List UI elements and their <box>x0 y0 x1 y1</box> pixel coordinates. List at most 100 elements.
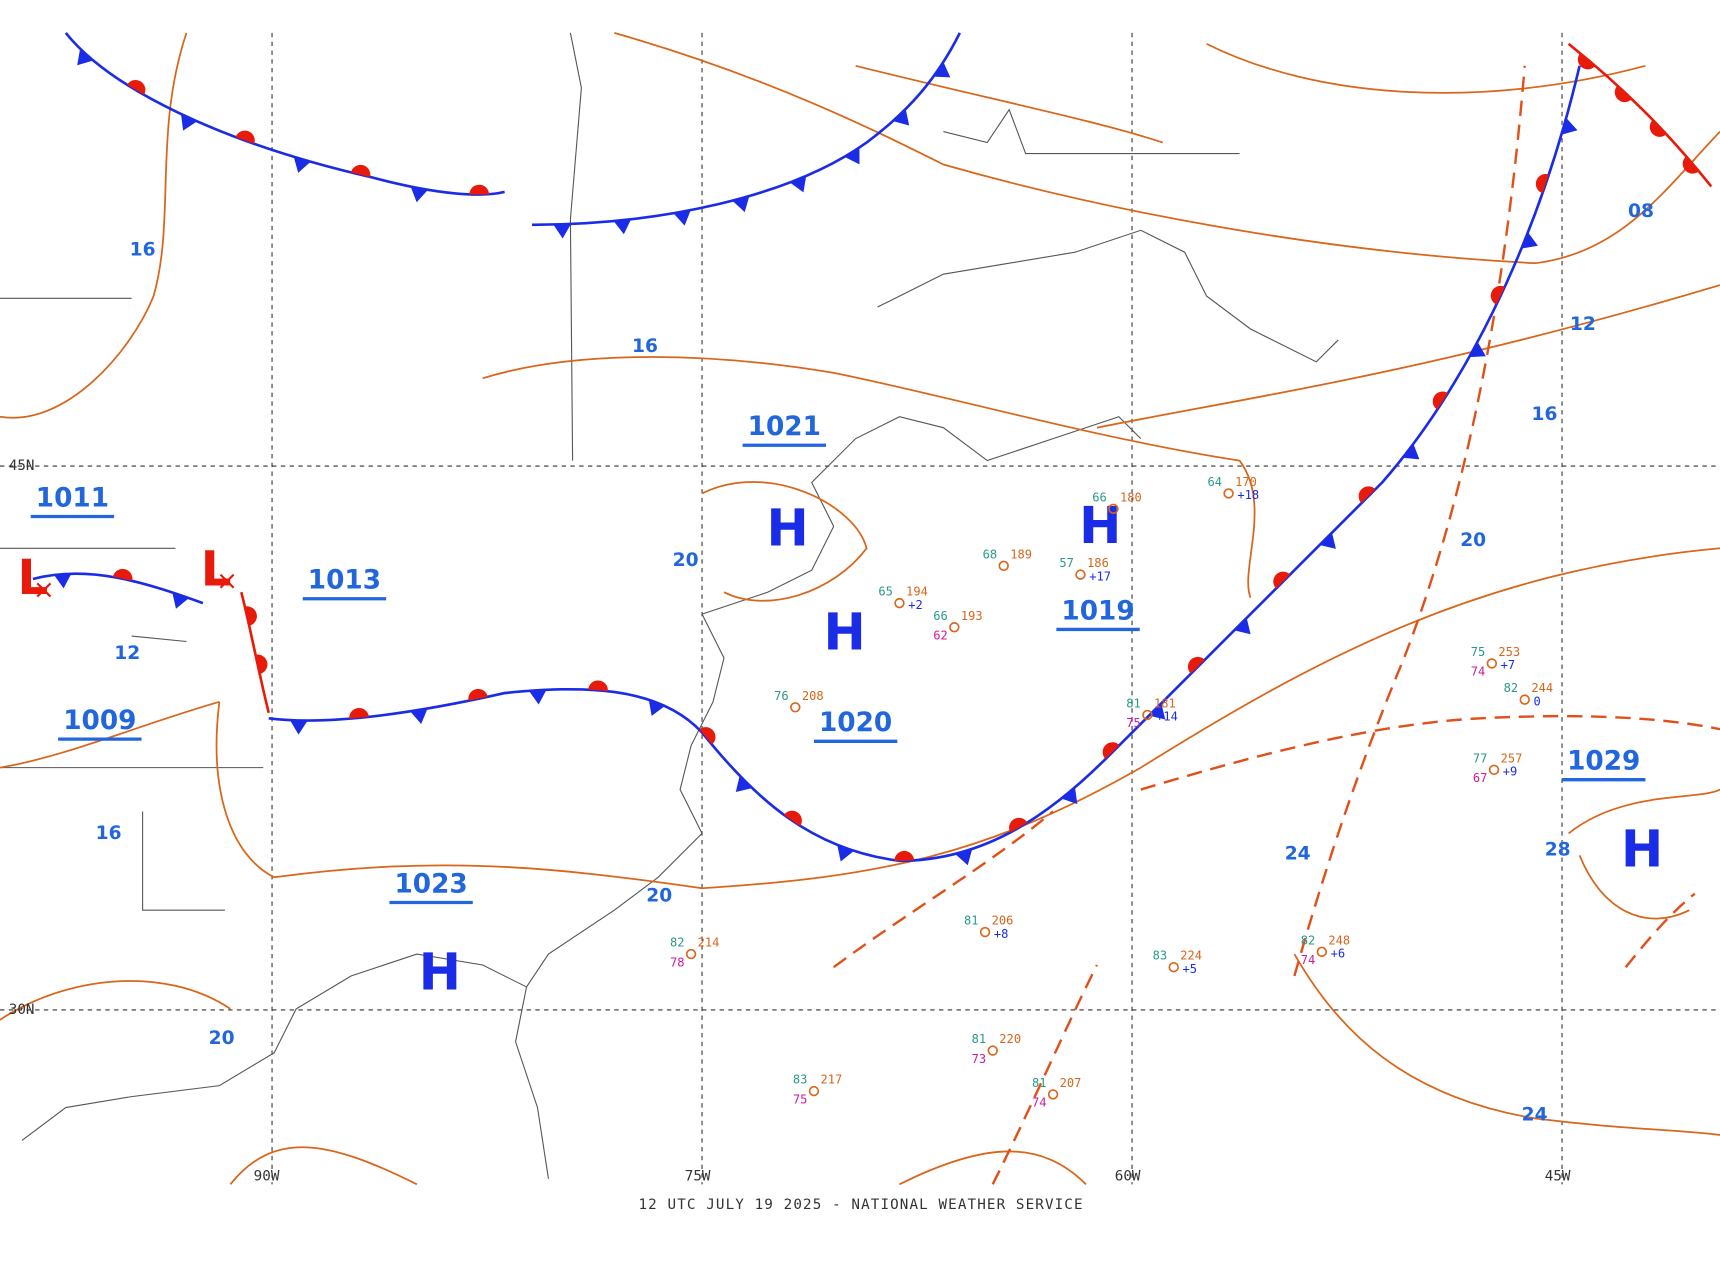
station-tendency: +7 <box>1501 658 1516 672</box>
station-pressure: 217 <box>821 1073 843 1087</box>
trough <box>832 810 1054 969</box>
isobar <box>1140 547 1720 769</box>
isobar <box>1568 788 1720 835</box>
high-center: H <box>766 498 808 557</box>
high-center: H <box>824 603 866 662</box>
front-semicircle <box>235 130 255 144</box>
front-triangle <box>1234 617 1251 635</box>
front-triangle <box>410 186 428 203</box>
longitude-label: 60W <box>1115 1169 1141 1185</box>
front-semicircle <box>1649 119 1667 137</box>
station-temp: 83 <box>1153 949 1168 963</box>
front-triangle <box>181 114 198 131</box>
station-circle <box>979 926 991 938</box>
station-dewpoint: 78 <box>670 955 685 969</box>
station-circle <box>790 702 801 713</box>
station-pressure: 208 <box>802 689 824 703</box>
station-temp: 82 <box>670 936 685 950</box>
isobar <box>482 356 1256 598</box>
isobar <box>1096 284 1720 429</box>
station-temp: 75 <box>1471 645 1486 659</box>
station-circle <box>1488 764 1500 776</box>
front-triangle <box>732 196 750 213</box>
front-semicircle <box>699 727 716 745</box>
front-triangle <box>410 708 428 724</box>
front-triangle <box>837 845 854 862</box>
trough <box>1293 65 1526 977</box>
front-triangle <box>673 210 691 226</box>
front-semicircle <box>1577 53 1596 70</box>
front-triangle <box>77 48 94 66</box>
station-tendency: +5 <box>1183 962 1198 976</box>
front-semicircle <box>894 850 915 862</box>
front-semicircle <box>1102 742 1120 760</box>
station-pressure: 189 <box>1010 547 1032 561</box>
station-tendency: +18 <box>1237 488 1259 502</box>
station-pressure: 206 <box>992 914 1014 928</box>
station-circle <box>1519 694 1530 705</box>
station-circle <box>1108 503 1119 515</box>
station-pressure: 253 <box>1498 645 1520 659</box>
isobar <box>614 32 1720 265</box>
isobar-label: 20 <box>646 885 672 906</box>
station-pressure: 194 <box>906 585 928 599</box>
isobar <box>1293 953 1720 1136</box>
station-tendency: +9 <box>1503 765 1518 779</box>
low-center: L <box>201 541 232 597</box>
central-pressure: 1019 <box>1061 596 1134 626</box>
stationary-front <box>64 32 505 196</box>
station-temp: 81 <box>1126 697 1141 711</box>
station-circle <box>1075 569 1086 580</box>
isobar <box>229 1146 418 1186</box>
station-circle <box>1486 658 1498 669</box>
station-temp: 81 <box>964 914 979 928</box>
coastline <box>701 416 1142 615</box>
isobar <box>0 980 231 1021</box>
high-center: H <box>1621 820 1663 879</box>
station-tendency: +17 <box>1089 569 1111 583</box>
station-tendency: +8 <box>994 927 1009 941</box>
station-circle <box>894 597 905 609</box>
station-dewpoint: 74 <box>1301 953 1316 967</box>
troughs <box>832 65 1720 1185</box>
station-pressure: 248 <box>1328 933 1350 947</box>
front-semicircle <box>588 680 608 692</box>
station-pressure: 180 <box>1120 490 1142 504</box>
low-mark <box>36 582 52 598</box>
isobar <box>1206 43 1646 94</box>
front-triangle <box>933 62 951 78</box>
front-semicircle <box>1490 285 1505 305</box>
front-triangle <box>290 720 308 735</box>
station-pressure: 181 <box>1154 697 1176 711</box>
low-center: L <box>18 550 49 606</box>
high-center: H <box>419 942 461 1001</box>
isobar <box>0 32 188 419</box>
front-triangle <box>553 223 571 239</box>
station-tendency: 0 <box>1534 694 1541 708</box>
front-triangle <box>1319 532 1336 549</box>
station-pressure: 170 <box>1235 475 1257 489</box>
front-semicircle <box>112 568 133 581</box>
isobar-label: 16 <box>96 823 122 844</box>
station-temp: 66 <box>1092 490 1107 504</box>
station-pressure: 224 <box>1180 949 1202 963</box>
station-dewpoint: 75 <box>793 1092 808 1106</box>
front-semicircle <box>127 79 146 95</box>
stationary-front <box>268 65 1581 863</box>
isobar <box>855 64 1164 144</box>
front-semicircle <box>1682 156 1699 174</box>
front-triangle <box>1521 232 1538 249</box>
front-semicircle <box>1614 85 1632 103</box>
station-temp: 81 <box>1032 1076 1047 1090</box>
front-semicircle <box>1187 656 1205 674</box>
cold-front <box>532 32 961 227</box>
isobar <box>701 481 868 602</box>
front-triangle <box>1402 443 1420 460</box>
station-pressure: 193 <box>961 609 983 623</box>
station-circle <box>1223 488 1234 499</box>
station-pressure: 207 <box>1060 1076 1082 1090</box>
longitude-label: 45W <box>1545 1169 1571 1185</box>
front-triangle <box>955 849 973 866</box>
front-semicircle <box>468 688 488 701</box>
station-temp: 65 <box>878 585 893 599</box>
